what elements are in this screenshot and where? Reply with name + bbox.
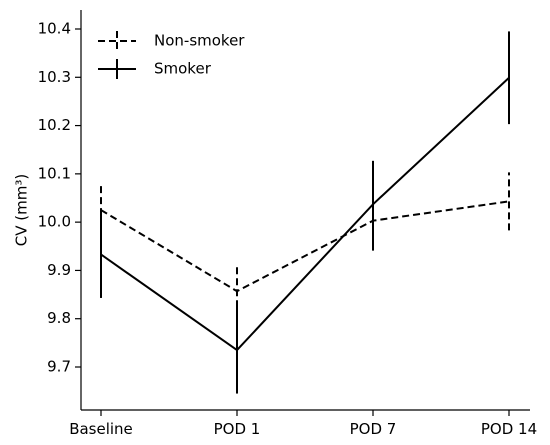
axes bbox=[80, 10, 530, 411]
y-tick-label: 9.7 bbox=[47, 358, 71, 376]
legend-label: Smoker bbox=[154, 60, 212, 78]
x-tick-label: POD 1 bbox=[214, 420, 261, 438]
series-layer bbox=[100, 31, 510, 394]
y-axis-title: CV (mm³) bbox=[13, 174, 31, 246]
y-tick-label: 9.8 bbox=[47, 309, 71, 327]
y-tick-label: 10.1 bbox=[38, 164, 71, 182]
x-ticks: Baseline POD 1 POD 7 POD 14 bbox=[69, 410, 537, 438]
series-smoker bbox=[100, 31, 510, 394]
legend-item: Non-smoker bbox=[98, 31, 245, 51]
y-tick-label: 10.4 bbox=[38, 20, 71, 38]
y-tick-label: 10.3 bbox=[38, 68, 71, 86]
y-ticks: 9.7 9.8 9.9 10.0 10.1 10.2 10.3 10.4 bbox=[38, 20, 81, 376]
legend-item: Smoker bbox=[98, 59, 212, 79]
y-tick-label: 9.9 bbox=[47, 261, 71, 279]
legend: Non-smoker Smoker bbox=[98, 31, 245, 79]
y-tick-label: 10.0 bbox=[38, 213, 71, 231]
x-tick-label: POD 7 bbox=[350, 420, 397, 438]
y-tick-label: 10.2 bbox=[38, 116, 71, 134]
x-tick-label: Baseline bbox=[69, 420, 133, 438]
x-tick-label: POD 14 bbox=[481, 420, 537, 438]
series-line bbox=[100, 200, 510, 293]
series-line bbox=[100, 77, 510, 352]
legend-label: Non-smoker bbox=[154, 32, 245, 50]
